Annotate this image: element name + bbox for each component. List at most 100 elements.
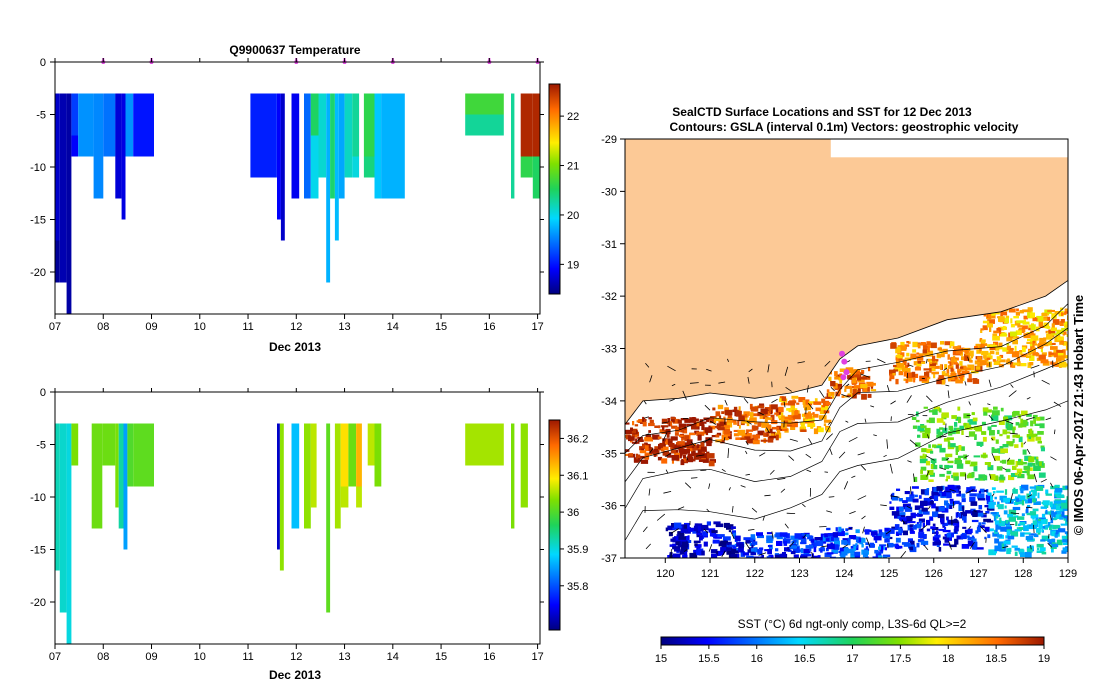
colorbar-tick-label: 21: [567, 161, 579, 173]
sst-pixel: [957, 455, 965, 458]
sst-pixel: [1006, 548, 1011, 555]
sst-pixel: [895, 537, 901, 543]
velocity-vector: [889, 463, 893, 474]
sst-pixel: [1049, 342, 1056, 345]
sst-pixel: [940, 522, 945, 525]
sst-pixel: [845, 367, 854, 374]
sst-pixel: [730, 554, 738, 558]
sst-pixel: [1019, 488, 1025, 491]
sst-pixel: [673, 446, 677, 450]
sst-pixel: [1023, 465, 1031, 470]
sst-pixel: [706, 453, 715, 459]
profile-segment: [318, 93, 327, 178]
sst-pixel: [957, 406, 961, 411]
sst-pixel: [994, 545, 1002, 552]
x-tick-label: 09: [145, 651, 157, 663]
sst-pixel: [889, 369, 896, 376]
sst-pixel: [965, 367, 971, 371]
sst-pixel: [628, 435, 632, 442]
sst-pixel: [956, 486, 961, 490]
sst-pixel: [927, 358, 935, 362]
sst-pixel: [906, 341, 910, 344]
sst-pixel: [1031, 341, 1036, 344]
sst-pixel: [912, 525, 917, 530]
sst-pixel: [861, 393, 867, 400]
sst-pixel: [974, 434, 977, 440]
profile-segment: [520, 93, 533, 157]
sst-pixel: [958, 445, 962, 451]
sst-pixel: [670, 416, 675, 423]
velocity-vectors: [642, 356, 1062, 558]
sst-pixel: [918, 353, 927, 356]
sst-pixel: [917, 425, 925, 432]
sst-pixel: [1041, 352, 1047, 356]
sst-pixel: [1022, 322, 1028, 325]
sst-pixel: [902, 500, 908, 503]
sst-pixel: [999, 474, 1004, 480]
velocity-vector: [1010, 384, 1014, 388]
sst-pixel: [952, 485, 961, 489]
sst-pixel: [1005, 468, 1011, 473]
sst-pixel: [825, 538, 830, 542]
sst-pixel: [920, 469, 923, 474]
temperature-panel: Q9900637 Temperature 07 08 09 10 11 12 13 14 15 1…: [30, 43, 579, 354]
sst-pixel: [721, 411, 725, 414]
sst-pixel: [916, 355, 924, 361]
sst-pixel: [1004, 505, 1007, 509]
velocity-vector: [1033, 473, 1037, 483]
sst-pixel: [733, 422, 737, 425]
sst-pixel: [998, 542, 1001, 548]
sst-pixel: [848, 535, 857, 540]
sst-pixel: [784, 416, 791, 420]
sst-pixel: [744, 414, 747, 418]
sst-pixel: [875, 540, 878, 543]
sst-pixel: [971, 519, 979, 523]
sst-pixel: [684, 435, 690, 442]
sst-pixel: [947, 441, 951, 447]
sst-pixel: [971, 538, 977, 542]
sst-pixel: [665, 527, 669, 532]
sst-pixel: [670, 450, 676, 454]
temperature-bars: [55, 93, 540, 314]
sst-pixel: [774, 554, 780, 558]
sst-pixel: [950, 356, 955, 363]
sst-pixel: [636, 420, 640, 423]
x-tick-label: 08: [97, 651, 109, 663]
sst-pixel: [792, 399, 795, 402]
sst-pixel: [694, 544, 702, 548]
sst-pixel: [845, 532, 849, 535]
sst-pixel: [810, 538, 815, 543]
sst-pixel: [945, 479, 948, 482]
x-tick-label: 10: [194, 321, 206, 333]
sst-pixel: [908, 544, 916, 549]
sst-pixel: [791, 410, 795, 416]
sst-pixel: [944, 536, 949, 543]
sst-pixel: [660, 447, 665, 452]
sst-pixel: [775, 532, 782, 538]
sst-pixel: [667, 525, 675, 531]
gsla-contour: [625, 358, 1068, 509]
sst-pixel: [761, 422, 769, 428]
sst-pixel: [861, 370, 865, 374]
velocity-vector: [683, 548, 688, 553]
sst-pixel: [942, 427, 948, 434]
sst-pixel: [820, 405, 829, 410]
sst-pixel: [909, 540, 915, 545]
sst-pixel: [737, 420, 740, 426]
sst-pixel: [1058, 503, 1063, 506]
sst-pixel: [787, 549, 792, 552]
sst-pixel: [697, 449, 702, 455]
sst-pixel: [1014, 345, 1017, 351]
sst-pixel: [725, 422, 733, 428]
sst-pixel: [672, 527, 678, 530]
velocity-vector: [973, 510, 977, 512]
sst-pixel: [692, 531, 697, 534]
sst-pixel: [1053, 512, 1057, 518]
sst-pixel: [638, 439, 644, 442]
velocity-vector: [988, 414, 994, 421]
profile-segment: [291, 423, 300, 529]
sst-pixel: [954, 500, 960, 505]
velocity-vector: [886, 439, 888, 449]
sst-pixel: [983, 410, 988, 416]
profile-segment: [367, 423, 375, 466]
